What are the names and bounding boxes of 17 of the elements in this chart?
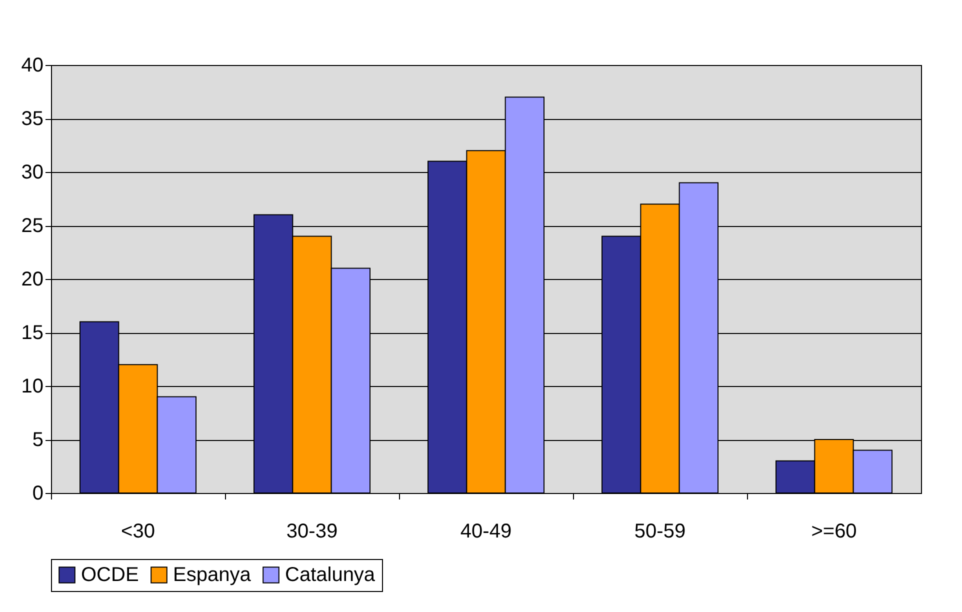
y-tick-label: 40 bbox=[21, 54, 44, 76]
y-tick-label: 0 bbox=[32, 482, 44, 504]
x-tick-label: >=60 bbox=[811, 520, 857, 542]
y-tick-label: 15 bbox=[21, 322, 44, 344]
x-tick-label: 40-49 bbox=[460, 520, 512, 542]
y-tick-label: 30 bbox=[21, 162, 44, 184]
x-tick-label: 50-59 bbox=[634, 520, 686, 542]
y-tick-label: 25 bbox=[21, 215, 44, 237]
x-tick-label: <30 bbox=[121, 520, 155, 542]
legend-label: OCDE bbox=[81, 564, 139, 586]
legend-label: Catalunya bbox=[285, 564, 376, 586]
y-tick-label: 10 bbox=[21, 376, 44, 398]
x-tick-label: 30-39 bbox=[286, 520, 338, 542]
y-tick-label: 35 bbox=[21, 108, 44, 130]
legend-label: Espanya bbox=[173, 564, 252, 586]
y-tick-label: 5 bbox=[32, 429, 44, 451]
y-tick-label: 20 bbox=[21, 268, 44, 290]
